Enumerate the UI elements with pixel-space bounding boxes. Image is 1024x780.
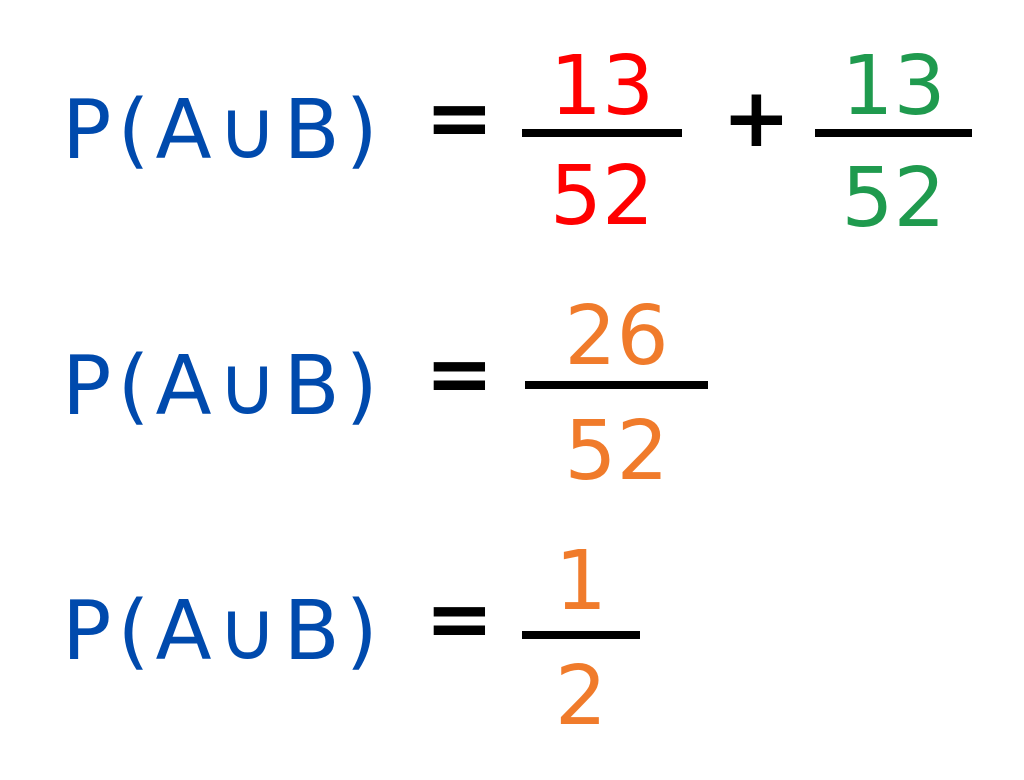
equals-sign-3: = bbox=[425, 572, 494, 667]
fraction-13-52-red: 13 52 bbox=[522, 0, 682, 240]
plus-sign: + bbox=[722, 71, 791, 166]
fraction-bar bbox=[522, 129, 682, 137]
fraction-1-2: 1 2 bbox=[522, 0, 640, 760]
fraction-26-52: 26 52 bbox=[525, 0, 708, 500]
fraction-13-52-green: 13 52 bbox=[815, 0, 972, 240]
lhs-expression-1: P(A∪B) bbox=[62, 83, 384, 178]
lhs-expression-3: P(A∪B) bbox=[62, 584, 384, 679]
fraction-bar bbox=[525, 381, 708, 389]
denominator: 52 bbox=[841, 151, 946, 246]
denominator: 2 bbox=[554, 649, 608, 744]
equals-sign-2: = bbox=[425, 327, 494, 422]
numerator: 13 bbox=[841, 39, 946, 134]
numerator: 26 bbox=[564, 289, 669, 384]
denominator: 52 bbox=[549, 149, 655, 244]
denominator: 52 bbox=[564, 404, 669, 499]
fraction-bar bbox=[815, 129, 972, 137]
equals-sign-1: = bbox=[425, 71, 494, 166]
lhs-expression-2: P(A∪B) bbox=[62, 339, 384, 434]
numerator: 13 bbox=[549, 39, 655, 134]
numerator: 1 bbox=[554, 534, 608, 629]
fraction-bar bbox=[522, 631, 640, 639]
